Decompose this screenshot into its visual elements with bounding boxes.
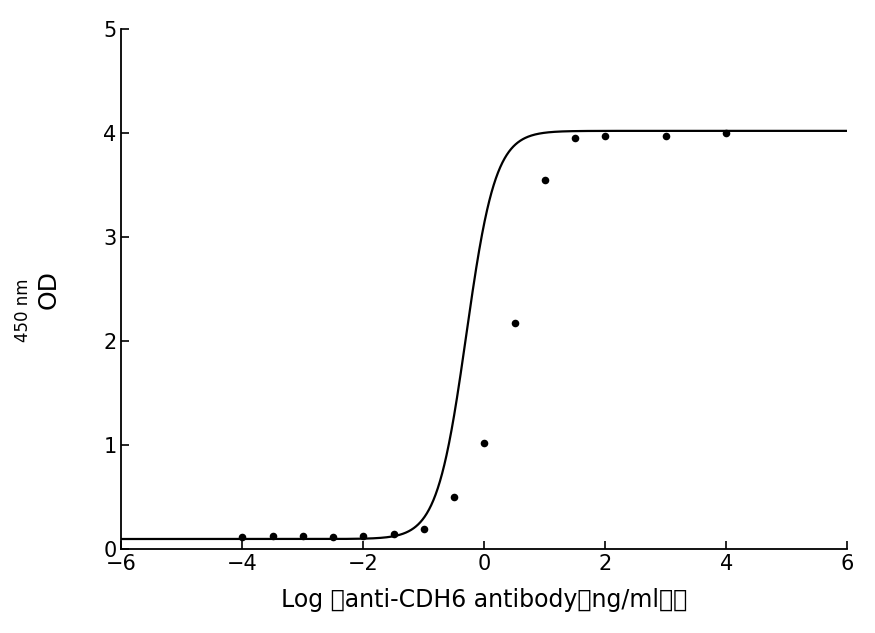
Point <box>266 531 280 541</box>
Point <box>387 529 401 539</box>
Point <box>538 175 552 185</box>
X-axis label: Log （anti-CDH6 antibody（ng/ml））: Log （anti-CDH6 antibody（ng/ml）） <box>281 588 688 612</box>
Point <box>478 438 492 448</box>
Point <box>416 523 430 534</box>
Point <box>447 492 461 503</box>
Text: OD: OD <box>37 270 60 309</box>
Point <box>326 532 340 542</box>
Point <box>296 531 310 541</box>
Point <box>719 128 733 138</box>
Point <box>507 318 522 329</box>
Text: 450 nm: 450 nm <box>14 278 32 342</box>
Point <box>598 131 612 141</box>
Point <box>568 133 582 143</box>
Point <box>659 131 673 141</box>
Point <box>356 531 370 541</box>
Point <box>235 532 249 542</box>
